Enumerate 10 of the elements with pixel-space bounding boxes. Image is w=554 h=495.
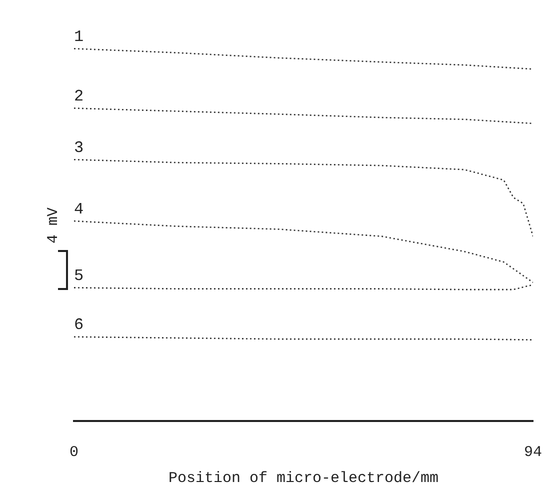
series-label: 3 — [74, 138, 84, 157]
series-label: 6 — [74, 316, 84, 334]
y-axis-title: 4 mV — [44, 207, 62, 244]
x-tick-label: 94 — [524, 444, 542, 461]
series-label: 1 — [74, 28, 84, 46]
series-label: 4 — [74, 200, 84, 218]
series-label: 5 — [74, 266, 84, 285]
x-tick-label: 0 — [69, 444, 79, 461]
x-axis-title: Position of micro-electrode/mm — [168, 470, 439, 487]
series-label: 2 — [74, 87, 84, 106]
